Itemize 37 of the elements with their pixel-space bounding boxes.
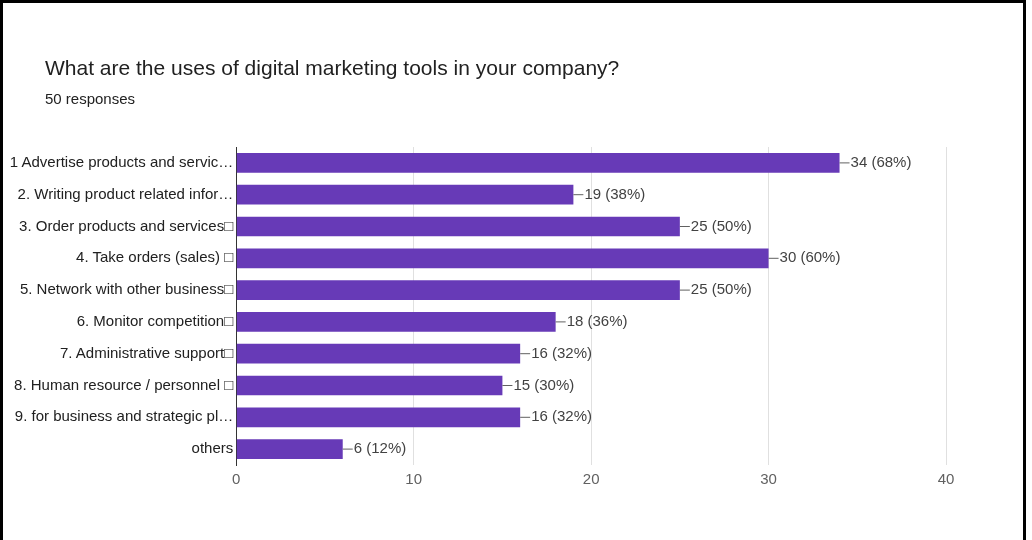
- bar: [236, 407, 521, 428]
- data-label: 16 (32%): [531, 343, 593, 361]
- x-tick-label: 10: [405, 470, 423, 488]
- data-label: 25 (50%): [690, 280, 752, 298]
- y-tick-label: 7. Administrative support□: [59, 343, 234, 361]
- y-tick-label: 3. Order products and services□: [19, 216, 234, 234]
- y-tick-label: 8. Human resource / personnel □: [14, 375, 234, 393]
- data-label: 18 (36%): [566, 312, 628, 330]
- y-tick-label: 1 Advertise products and servic…: [9, 153, 234, 171]
- data-label: 16 (32%): [531, 407, 593, 425]
- y-tick-label: 9. for business and strategic pl…: [14, 407, 234, 425]
- bar: [236, 439, 343, 459]
- bar: [236, 312, 556, 332]
- x-tick-label: 40: [937, 470, 955, 488]
- y-tick-label: others: [191, 439, 234, 457]
- data-label: 25 (50%): [690, 216, 752, 234]
- bar: [236, 153, 840, 173]
- chart-title: What are the uses of digital marketing tools in your company?: [45, 56, 620, 80]
- data-label: 19 (38%): [584, 184, 646, 202]
- y-tick-label: 2. Writing product related infor…: [17, 184, 234, 202]
- bar: [236, 343, 521, 364]
- x-tick-label: 0: [232, 470, 241, 488]
- y-tick-label: 4. Take orders (sales) □: [76, 248, 234, 266]
- data-label: 6 (12%): [353, 439, 407, 457]
- text: 50 responses: [45, 90, 136, 107]
- data-label: 34 (68%): [850, 153, 912, 171]
- x-tick-label: 30: [760, 470, 777, 488]
- data-label: 30 (60%): [779, 248, 841, 266]
- bar: [236, 280, 680, 300]
- bar: [236, 184, 574, 205]
- bar: [236, 375, 503, 396]
- x-tick-label: 20: [582, 470, 600, 488]
- y-tick-label: 6. Monitor competition□: [76, 312, 234, 330]
- bar: [236, 248, 769, 269]
- bar: [236, 216, 680, 237]
- data-label: 15 (30%): [513, 375, 575, 393]
- y-tick-label: 5. Network with other business□: [19, 280, 234, 298]
